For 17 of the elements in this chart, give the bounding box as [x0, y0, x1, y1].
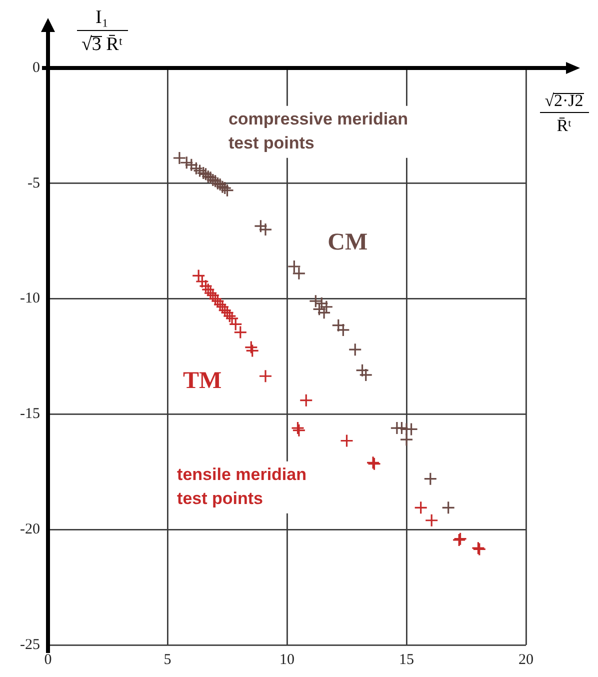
y-tick-label: -5	[28, 175, 40, 192]
annotation: TM	[183, 368, 222, 394]
annotation: CM	[328, 230, 368, 256]
y-tick-label: 0	[32, 60, 40, 76]
y-tick-label: -10	[20, 290, 40, 307]
x-axis-title: √2·J2 R̄ᵗ	[544, 90, 584, 137]
x-tick-label: 0	[44, 652, 52, 668]
y-tick-label: -20	[20, 522, 40, 538]
y-axis-title: I₁ √3 R̄ᵗ	[80, 6, 124, 57]
x-tick-label: 20	[518, 652, 534, 668]
x-tick-label: 10	[280, 652, 294, 668]
y-tick-label: -15	[20, 406, 40, 422]
x-tick-label: 15	[399, 652, 414, 668]
y-tick-label: -25	[20, 636, 40, 653]
annotation: compressive meridian test points	[228, 110, 408, 153]
annotation: tensile meridian test points	[177, 465, 306, 508]
x-tick-label: 5	[164, 652, 172, 668]
